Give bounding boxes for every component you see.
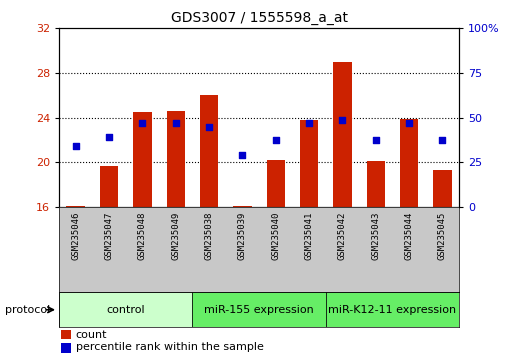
Bar bbox=[267, 160, 285, 207]
Text: GSM235039: GSM235039 bbox=[238, 211, 247, 260]
Point bbox=[371, 137, 380, 143]
Bar bbox=[433, 170, 451, 207]
Text: GSM235043: GSM235043 bbox=[371, 211, 380, 260]
Point bbox=[438, 137, 446, 143]
Text: GSM235041: GSM235041 bbox=[305, 211, 313, 260]
Point bbox=[338, 117, 346, 123]
Point bbox=[71, 143, 80, 148]
Text: control: control bbox=[106, 305, 145, 315]
Bar bbox=[100, 166, 118, 207]
Point bbox=[171, 120, 180, 126]
Text: GSM235044: GSM235044 bbox=[405, 211, 413, 260]
Point bbox=[138, 120, 147, 126]
Bar bbox=[400, 119, 418, 207]
Text: GSM235048: GSM235048 bbox=[138, 211, 147, 260]
Text: GSM235046: GSM235046 bbox=[71, 211, 80, 260]
Text: miR-155 expression: miR-155 expression bbox=[204, 305, 314, 315]
Point bbox=[105, 134, 113, 139]
Bar bbox=[59, 292, 192, 327]
Text: GSM235049: GSM235049 bbox=[171, 211, 180, 260]
Bar bbox=[167, 111, 185, 207]
Text: GSM235040: GSM235040 bbox=[271, 211, 280, 260]
Text: GSM235047: GSM235047 bbox=[105, 211, 113, 260]
Text: GDS3007 / 1555598_a_at: GDS3007 / 1555598_a_at bbox=[170, 11, 348, 25]
Bar bbox=[300, 120, 318, 207]
Text: count: count bbox=[76, 330, 107, 339]
Text: GSM235038: GSM235038 bbox=[205, 211, 213, 260]
Bar bbox=[333, 62, 351, 207]
Bar bbox=[62, 343, 71, 353]
Text: miR-K12-11 expression: miR-K12-11 expression bbox=[328, 305, 457, 315]
Bar bbox=[192, 292, 326, 327]
Text: protocol: protocol bbox=[5, 305, 50, 315]
Bar bbox=[62, 330, 71, 339]
Point bbox=[271, 137, 280, 143]
Text: GSM235042: GSM235042 bbox=[338, 211, 347, 260]
Text: percentile rank within the sample: percentile rank within the sample bbox=[76, 342, 264, 352]
Point bbox=[205, 124, 213, 130]
Bar bbox=[67, 206, 85, 207]
Point bbox=[238, 152, 246, 158]
Bar bbox=[200, 95, 218, 207]
Text: GSM235045: GSM235045 bbox=[438, 211, 447, 260]
Point bbox=[305, 120, 313, 126]
Bar bbox=[367, 161, 385, 207]
Bar bbox=[326, 292, 459, 327]
Bar bbox=[133, 112, 151, 207]
Bar bbox=[233, 206, 251, 207]
Point bbox=[405, 120, 413, 126]
